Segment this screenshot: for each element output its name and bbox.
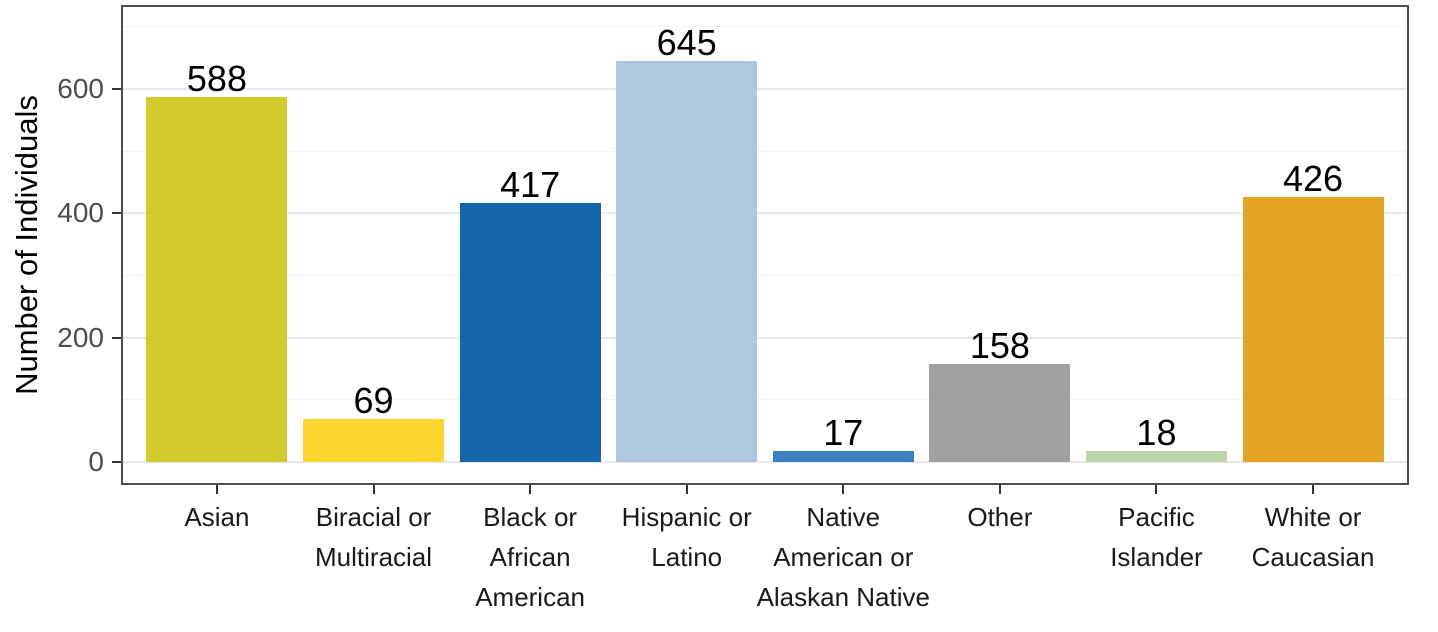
x-axis-label-native-american-or-alaskan-native: Native American or Alaskan Native <box>728 497 958 617</box>
bar-biracial-or-multiracial <box>303 419 444 462</box>
x-axis-tick <box>1312 485 1315 494</box>
x-axis-label-line: American <box>475 582 586 612</box>
x-axis-label-pacific-islander: Pacific Islander <box>1041 497 1271 577</box>
minor-gridline <box>123 150 1407 152</box>
x-axis-label-line: American or <box>773 542 914 572</box>
x-axis-tick <box>1155 485 1158 494</box>
major-gridline <box>123 336 1407 339</box>
x-axis-label-white-or-caucasian: White or Caucasian <box>1198 497 1428 577</box>
x-axis-label-line: Biracial or <box>315 502 432 532</box>
major-gridline <box>123 88 1407 91</box>
x-axis-label-line: Caucasian <box>1251 542 1375 572</box>
x-axis-label-line: Latino <box>651 542 723 572</box>
x-axis-label-asian: Asian <box>102 497 332 537</box>
x-axis-label-black-or-african-american: Black or African American <box>415 497 645 617</box>
y-axis-tick <box>112 212 121 215</box>
x-axis-label-other: Other <box>885 497 1115 537</box>
minor-gridline <box>123 26 1407 28</box>
x-axis-tick <box>685 485 688 494</box>
bar-value-label: 645 <box>656 22 717 64</box>
x-axis-tick <box>842 485 845 494</box>
x-axis-label-line: Black or <box>483 502 578 532</box>
bar-black-or-african-american <box>459 202 601 462</box>
bar-value-label: 588 <box>186 57 247 99</box>
plot-panel: 588 69 417 645 17 158 18 426 <box>121 5 1409 485</box>
x-axis-tick <box>372 485 375 494</box>
x-axis-tick <box>215 485 218 494</box>
y-axis-tick <box>112 88 121 91</box>
minor-gridline <box>123 399 1407 401</box>
y-axis-tick <box>112 461 121 463</box>
x-axis-tick <box>998 485 1001 494</box>
x-axis-label-line: Asian <box>184 502 250 532</box>
x-axis-tick <box>529 485 532 494</box>
bar-value-label: 426 <box>1283 158 1344 200</box>
bar-hispanic-or-latino <box>616 61 758 462</box>
y-axis-tick-label: 200 <box>57 321 104 353</box>
major-gridline <box>123 461 1407 463</box>
x-axis-label-line: White or <box>1264 502 1362 532</box>
major-gridline <box>123 212 1407 215</box>
x-axis-label-line: Hispanic or <box>621 502 752 532</box>
x-axis-label-hispanic-or-latino: Hispanic or Latino <box>572 497 802 577</box>
bar-value-label: 69 <box>353 380 394 422</box>
x-axis-label-line: Alaskan Native <box>756 582 930 612</box>
bar-pacific-islander <box>1086 450 1227 462</box>
x-axis-label-line: African <box>489 542 571 572</box>
x-axis-label-biracial-or-multiracial: Biracial or Multiracial <box>259 497 489 577</box>
y-axis-tick <box>112 336 121 339</box>
y-axis-tick-label: 400 <box>57 197 104 229</box>
bar-value-label: 417 <box>500 163 561 205</box>
minor-gridline <box>123 275 1407 277</box>
bar-other <box>929 363 1071 462</box>
x-axis-label-line: Native <box>806 502 881 532</box>
x-axis-label-line: Islander <box>1110 542 1203 572</box>
bar-white-or-caucasian <box>1242 197 1384 462</box>
x-axis-label-line: Multiracial <box>315 542 433 572</box>
x-axis-label-line: Pacific <box>1118 502 1195 532</box>
bar-value-label: 18 <box>1136 411 1177 453</box>
bar-native-american-or-alaskan-native <box>772 451 914 462</box>
bar-value-label: 158 <box>969 324 1030 366</box>
y-axis-tick-label: 600 <box>57 73 104 105</box>
x-axis-label-line: Other <box>967 502 1033 532</box>
bar-asian <box>146 96 288 462</box>
y-axis-tick-label: 0 <box>88 446 104 477</box>
bar-value-label: 17 <box>823 412 864 454</box>
